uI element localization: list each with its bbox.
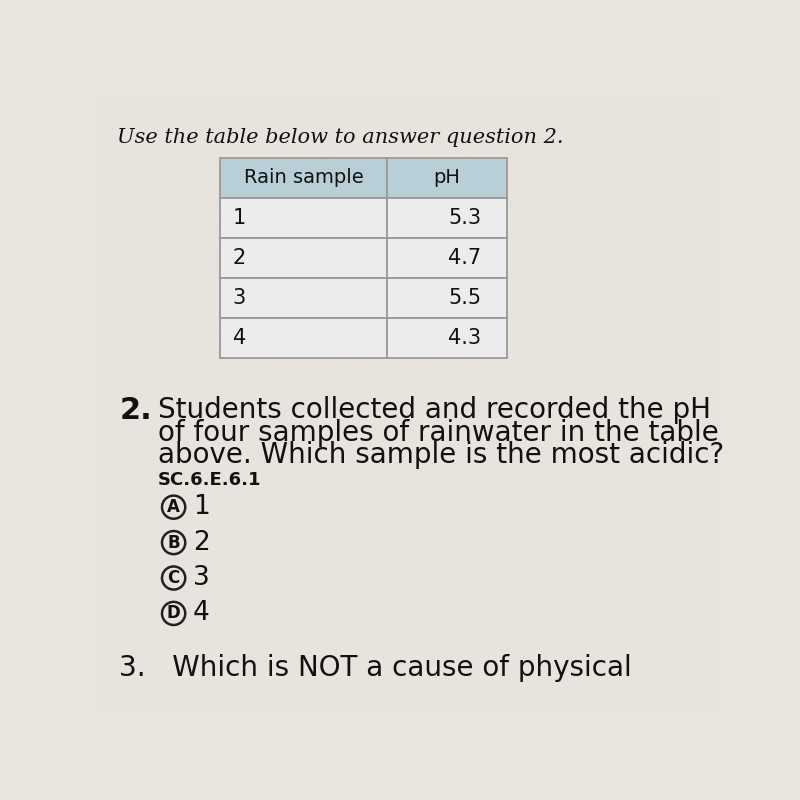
Text: 4.3: 4.3 — [448, 328, 482, 348]
Text: 5.5: 5.5 — [448, 288, 482, 308]
Text: 5.3: 5.3 — [448, 208, 482, 228]
Text: 1: 1 — [233, 208, 246, 228]
Bar — [386, 278, 507, 318]
Text: B: B — [167, 534, 180, 552]
Bar — [386, 198, 507, 238]
Text: D: D — [166, 605, 181, 622]
Bar — [220, 198, 386, 238]
Text: 3.   Which is NOT a cause of physical: 3. Which is NOT a cause of physical — [119, 654, 632, 682]
Text: 3: 3 — [193, 565, 210, 591]
Bar — [220, 278, 386, 318]
Text: 4: 4 — [193, 601, 210, 626]
Text: above. Which sample is the most acidic?: above. Which sample is the most acidic? — [158, 441, 724, 469]
Bar — [386, 318, 507, 358]
Bar — [220, 318, 386, 358]
Text: pH: pH — [434, 168, 460, 187]
Bar — [220, 238, 386, 278]
Text: Use the table below to answer question 2.: Use the table below to answer question 2… — [117, 128, 563, 147]
Bar — [220, 158, 386, 198]
Text: A: A — [167, 498, 180, 516]
Text: C: C — [167, 569, 180, 587]
Bar — [386, 238, 507, 278]
Text: 4.7: 4.7 — [448, 248, 482, 268]
Text: 4: 4 — [233, 328, 246, 348]
Text: 1: 1 — [193, 494, 210, 520]
Text: Students collected and recorded the pH: Students collected and recorded the pH — [158, 396, 711, 424]
Text: 2: 2 — [233, 248, 246, 268]
Bar — [386, 158, 507, 198]
Text: 3: 3 — [233, 288, 246, 308]
Text: of four samples of rainwater in the table: of four samples of rainwater in the tabl… — [158, 418, 719, 446]
Text: SC.6.E.6.1: SC.6.E.6.1 — [158, 471, 262, 489]
Text: 2: 2 — [193, 530, 210, 555]
Text: 2.: 2. — [119, 396, 152, 426]
Text: Rain sample: Rain sample — [243, 168, 363, 187]
